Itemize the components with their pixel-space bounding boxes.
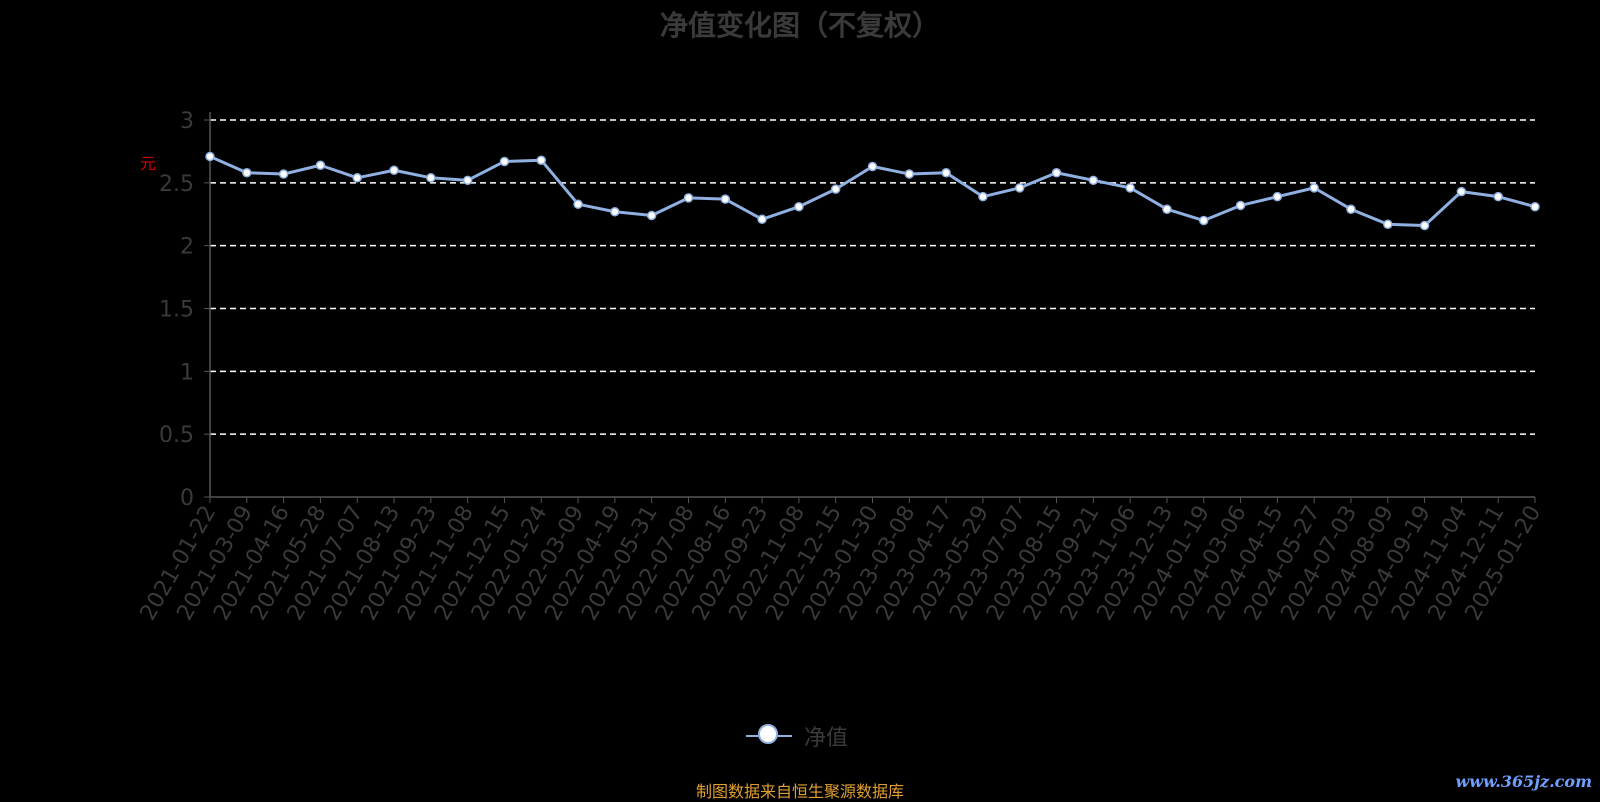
- data-point-35: [1493, 191, 1503, 202]
- watermark: www.365jz.com: [1455, 772, 1592, 791]
- data-point-3: [315, 160, 326, 170]
- data-point-12: [646, 210, 657, 221]
- data-point-34: [1456, 186, 1467, 197]
- data-point-25: [1125, 183, 1135, 193]
- chart-title: 净值变化图（不复权）: [659, 9, 940, 42]
- y-tick-label-2: 1: [180, 360, 194, 385]
- data-point-10: [573, 199, 583, 209]
- data-point-0: [205, 151, 215, 162]
- data-point-24: [1088, 175, 1099, 186]
- legend-dot-icon: [758, 724, 778, 744]
- data-point-13: [683, 193, 694, 203]
- data-point-1: [242, 168, 252, 178]
- data-point-8: [499, 156, 510, 167]
- data-point-15: [757, 214, 767, 225]
- legend-label: 净值: [804, 726, 849, 751]
- data-point-29: [1272, 191, 1283, 202]
- data-point-7: [462, 175, 473, 186]
- legend-line-marker: [746, 724, 792, 744]
- data-point-31: [1346, 204, 1356, 214]
- data-point-16: [794, 201, 804, 212]
- data-point-17: [830, 184, 841, 194]
- data-point-27: [1199, 215, 1209, 226]
- data-point-20: [941, 168, 951, 178]
- data-point-33: [1419, 220, 1430, 231]
- data-point-5: [389, 165, 399, 176]
- data-point-30: [1309, 183, 1319, 193]
- data-point-21: [978, 191, 988, 202]
- data-point-11: [610, 206, 620, 217]
- y-axis-unit-label: 元: [140, 154, 157, 173]
- data-point-23: [1051, 168, 1062, 178]
- y-tick-label-6: 3: [180, 109, 194, 134]
- data-point-9: [536, 155, 546, 165]
- legend[interactable]: 净值: [746, 720, 848, 752]
- data-point-4: [352, 173, 362, 183]
- data-point-22: [1014, 183, 1025, 193]
- data-point-18: [867, 161, 878, 172]
- data-point-14: [720, 194, 731, 204]
- y-tick-label-0: 0: [180, 486, 194, 511]
- grid-layer: [210, 119, 1535, 435]
- y-tick-label-3: 1.5: [159, 298, 194, 323]
- data-point-32: [1383, 219, 1393, 230]
- series-layer: [205, 151, 1540, 231]
- data-point-6: [426, 173, 436, 183]
- data-point-26: [1162, 204, 1172, 214]
- y-tick-label-5: 2.5: [159, 172, 194, 197]
- data-source-note: 制图数据来自恒生聚源数据库: [695, 782, 904, 801]
- data-point-19: [904, 169, 915, 179]
- data-point-2: [278, 169, 289, 179]
- y-tick-label-1: 0.5: [159, 423, 194, 448]
- data-point-36: [1530, 201, 1540, 212]
- y-tick-label-4: 2: [180, 235, 194, 260]
- data-point-28: [1235, 200, 1246, 211]
